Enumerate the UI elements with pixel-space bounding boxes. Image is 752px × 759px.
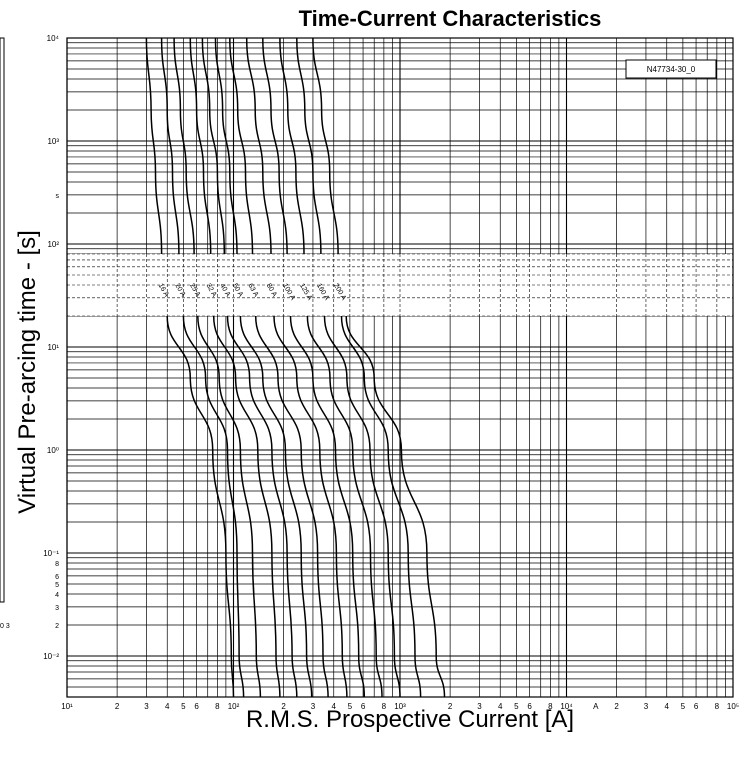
- x-tick-label: 8: [715, 702, 720, 711]
- x-tick-label: 3: [311, 702, 316, 711]
- x-tick-label: 4: [498, 702, 503, 711]
- fuse-curve-lower: [239, 315, 313, 698]
- y-tick-label: 8: [55, 561, 59, 568]
- fuse-curve-upper: [189, 37, 212, 255]
- fuse-curve-lower: [212, 315, 281, 698]
- y-tick-label: 10⁴: [47, 34, 60, 43]
- fuse-curve-upper: [296, 37, 322, 255]
- x-tick-label: 2: [448, 702, 453, 711]
- fuse-curve-upper: [229, 37, 254, 255]
- fuse-curve-upper: [245, 37, 272, 255]
- x-tick-label: 5: [181, 702, 186, 711]
- y-tick-label: s: [56, 193, 60, 200]
- fuse-curve-upper: [201, 37, 226, 255]
- x-tick-label: 10⁴: [560, 702, 573, 711]
- x-tick-label: 2: [281, 702, 286, 711]
- x-tick-label: 4: [665, 702, 670, 711]
- x-tick-label: 8: [215, 702, 220, 711]
- left-edge-label: 0 3: [0, 623, 10, 630]
- x-tick-label: 3: [477, 702, 482, 711]
- fuse-curve-upper: [214, 37, 238, 255]
- x-tick-label: 10⁵: [727, 702, 739, 711]
- x-tick-label: 4: [332, 702, 337, 711]
- y-tick-label: 10⁻¹: [43, 549, 59, 558]
- fuse-curves: 16 A 20 A 25 A 32 A 40 A 50 A 63 A 80 A 100 A 125…: [145, 37, 446, 698]
- x-tick-label: 4: [165, 702, 170, 711]
- x-tick-label: 5: [681, 702, 686, 711]
- fuse-curve-upper: [145, 37, 163, 255]
- reference-label: N47734-30_0: [647, 65, 696, 74]
- y-tick-label: 10⁻²: [43, 652, 59, 661]
- fuse-curve-lower: [166, 315, 235, 698]
- x-axis-label: R.M.S. Prospective Current [A]: [245, 706, 575, 733]
- fuse-curve-lower: [254, 315, 329, 698]
- fuse-curve-upper: [173, 37, 195, 255]
- x-tick-label: A: [593, 702, 599, 711]
- x-tick-label: 10²: [228, 702, 240, 711]
- x-tick-label: 10¹: [61, 702, 73, 711]
- y-tick-label: 6: [55, 574, 59, 581]
- grid: [66, 37, 734, 698]
- x-tick-label: 3: [644, 702, 649, 711]
- y-tick-label: 10²: [47, 240, 59, 249]
- fuse-curve-lower: [306, 315, 383, 698]
- x-tick-label: 6: [527, 702, 532, 711]
- fuse-curve-lower: [197, 315, 262, 698]
- x-tick-label: 6: [194, 702, 199, 711]
- fuse-curve-lower: [273, 315, 348, 698]
- rating-label-band: [67, 253, 733, 317]
- tick-labels: 10¹ 2 3 4 5 6 8 10² 2 3 4 5 6 8 10³ 2 3 4 5 6 8 10⁴ A 2 3 4 5 6 8 10⁵…: [43, 34, 739, 711]
- x-tick-label: 8: [548, 702, 553, 711]
- fuse-curve-lower: [182, 315, 245, 698]
- fuse-curve-upper: [262, 37, 288, 255]
- x-tick-label: 2: [115, 702, 120, 711]
- x-tick-label: 3: [144, 702, 149, 711]
- y-tick-label: 10⁰: [47, 446, 59, 455]
- y-tick-label: 2: [55, 623, 59, 630]
- chart-title: Time-Current Characteristics: [298, 6, 602, 31]
- y-tick-label: 3: [55, 605, 59, 612]
- left-edge-frame: [0, 37, 5, 603]
- x-tick-label: 10³: [394, 702, 406, 711]
- x-tick-label: 2: [614, 702, 619, 711]
- fuse-curve-upper: [160, 37, 180, 255]
- x-tick-label: 6: [694, 702, 699, 711]
- y-tick-label: 10³: [47, 137, 59, 146]
- x-tick-label: 6: [361, 702, 366, 711]
- y-tick-label: 5: [55, 582, 59, 589]
- fuse-curve-lower: [289, 315, 366, 698]
- x-tick-label: 5: [514, 702, 519, 711]
- y-tick-label: 4: [55, 592, 59, 599]
- reference-box: [625, 59, 717, 79]
- fuse-curve-lower: [345, 315, 446, 698]
- fuse-curve-lower: [226, 315, 298, 698]
- fuse-curve-lower: [323, 315, 401, 698]
- y-tick-label: 10¹: [47, 343, 59, 352]
- x-tick-label: 8: [382, 702, 387, 711]
- fuse-curve-lower: [340, 315, 422, 698]
- x-tick-label: 5: [348, 702, 353, 711]
- fuse-curve-upper: [312, 37, 339, 255]
- fuse-curve-upper: [279, 37, 305, 255]
